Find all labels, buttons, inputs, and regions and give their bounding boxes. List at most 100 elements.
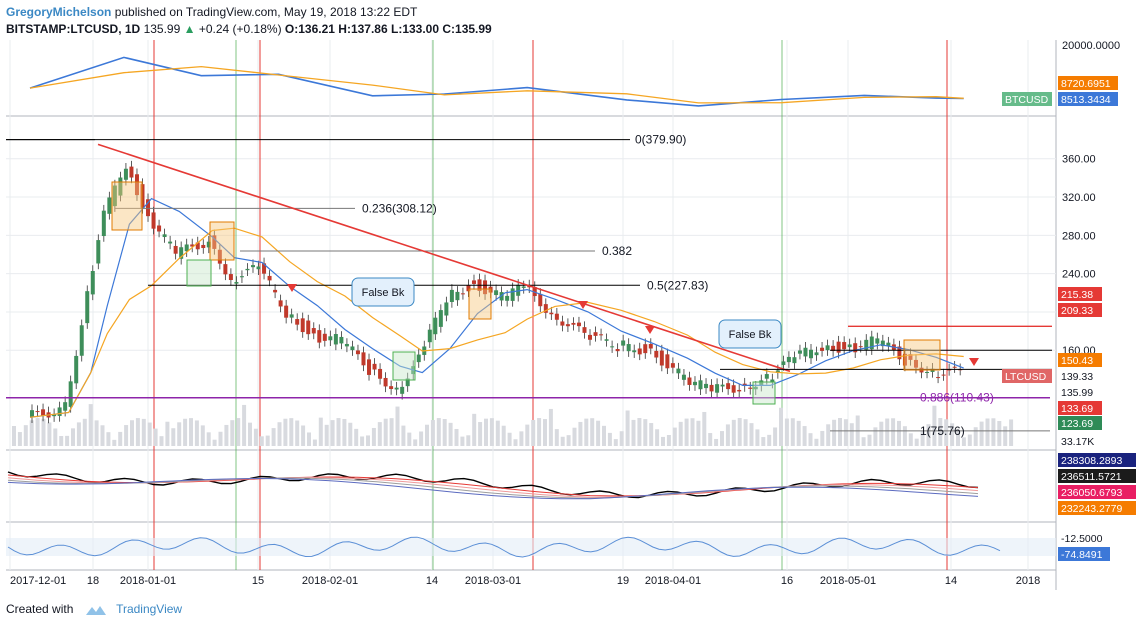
volume-bar xyxy=(525,424,530,446)
candle-body xyxy=(698,380,703,390)
candle-body xyxy=(68,381,73,407)
volume-bar xyxy=(419,431,424,446)
candle-body xyxy=(704,383,709,389)
price-axis-label-bg xyxy=(1058,287,1102,301)
candle-body xyxy=(278,300,283,307)
candle-body xyxy=(731,385,736,393)
candle-body xyxy=(632,350,637,353)
candle-body xyxy=(112,185,117,207)
candle-body xyxy=(886,342,891,346)
candle-body xyxy=(79,325,84,356)
volume-bar xyxy=(897,420,901,446)
candle-body xyxy=(786,356,791,363)
volume-bar xyxy=(171,428,176,446)
candle-body xyxy=(30,410,34,418)
volume-bar xyxy=(242,404,247,446)
candle-body xyxy=(212,235,217,249)
price-axis-label: 33.17K xyxy=(1061,436,1094,448)
candle-body xyxy=(554,313,559,320)
price-axis-label-bg xyxy=(1058,401,1102,415)
volume-bar xyxy=(790,418,795,446)
volume-bar xyxy=(944,419,949,446)
candle-body xyxy=(709,384,714,392)
volume-bar xyxy=(543,419,547,446)
volume-bar xyxy=(873,427,878,446)
candle-body xyxy=(505,295,510,301)
volume-bar xyxy=(991,418,996,446)
candle-body xyxy=(179,247,184,259)
candle-body xyxy=(438,310,443,327)
candle-body xyxy=(621,340,626,346)
candle-body xyxy=(532,287,537,297)
volume-bar xyxy=(914,438,919,446)
volume-bar xyxy=(489,418,494,446)
x-tick-label: 19 xyxy=(617,575,629,587)
volume-bar xyxy=(625,410,630,446)
ribbon-axis-label: 236050.6793 xyxy=(1061,487,1122,499)
candle-body xyxy=(770,379,775,383)
volume-bar xyxy=(737,418,742,446)
candle-body xyxy=(295,319,300,325)
volume-bar xyxy=(537,418,542,446)
volume-bar xyxy=(690,418,695,446)
ribbon-line xyxy=(7,477,979,499)
volume-bar xyxy=(236,418,241,446)
candle-body xyxy=(875,338,880,344)
volume-bar xyxy=(678,421,683,446)
x-tick-label: 2018-02-01 xyxy=(302,575,358,587)
volume-bar xyxy=(731,419,736,446)
volume-bar xyxy=(956,429,960,446)
candle-body xyxy=(433,317,438,335)
candle-body xyxy=(262,263,267,274)
candle-body xyxy=(378,368,383,379)
candle-body xyxy=(864,339,869,350)
btc-ma-value-bg xyxy=(1058,76,1118,90)
volume-bar xyxy=(826,424,831,446)
oscillator-line xyxy=(7,536,1001,558)
chart-header: GregoryMichelson published on TradingVie… xyxy=(6,4,1136,40)
candle-body xyxy=(195,242,200,250)
volume-bar xyxy=(572,427,577,446)
volume-bar xyxy=(59,436,64,446)
x-tick-label: 15 xyxy=(252,575,264,587)
volume-bar xyxy=(590,418,595,446)
candle-body xyxy=(284,305,289,318)
volume-bar xyxy=(908,433,913,446)
candle-body xyxy=(367,359,372,375)
btc-axis-label: 20000.0000 xyxy=(1062,40,1120,52)
candle-body xyxy=(748,387,753,389)
volume-bar xyxy=(714,438,719,446)
price-axis-label-bg xyxy=(1058,369,1102,383)
volume-bar xyxy=(602,425,606,446)
volume-bar xyxy=(153,428,158,446)
chart-area[interactable]: 0(379.90) 0.236(308.12) 0.382 0.5(227.83) 0.… xyxy=(0,40,1144,596)
volume-bar xyxy=(112,439,117,446)
volume-bar xyxy=(336,418,341,446)
candle-body xyxy=(146,199,151,217)
volume-bar xyxy=(71,428,75,446)
volume-bar xyxy=(271,428,276,446)
price-axis-label: 133.69 xyxy=(1061,403,1093,415)
candle-body xyxy=(151,212,156,229)
candle-body xyxy=(157,225,162,232)
grid-lines xyxy=(6,40,1057,590)
ma-fast-line xyxy=(29,197,964,418)
candle-body xyxy=(41,409,46,416)
ribbon-axis-label-bg xyxy=(1058,453,1136,467)
volume-bar xyxy=(277,422,282,446)
btc-ma-value: 8720.6951 xyxy=(1061,78,1111,90)
volume-bar xyxy=(861,437,866,446)
volume-bar xyxy=(867,434,872,446)
candle-body xyxy=(162,234,167,238)
author-name[interactable]: GregoryMichelson xyxy=(6,5,112,19)
price-axis-label-bg xyxy=(1058,303,1102,317)
tradingview-brand[interactable]: TradingView xyxy=(116,602,183,616)
volume-bar xyxy=(725,424,730,446)
volume-bar xyxy=(165,421,170,446)
candle-body xyxy=(687,377,692,385)
candle-body xyxy=(803,347,808,357)
volume-bar xyxy=(395,406,400,446)
candle-body xyxy=(936,377,941,379)
ribbon-line xyxy=(7,477,979,500)
candle-body xyxy=(201,244,206,249)
